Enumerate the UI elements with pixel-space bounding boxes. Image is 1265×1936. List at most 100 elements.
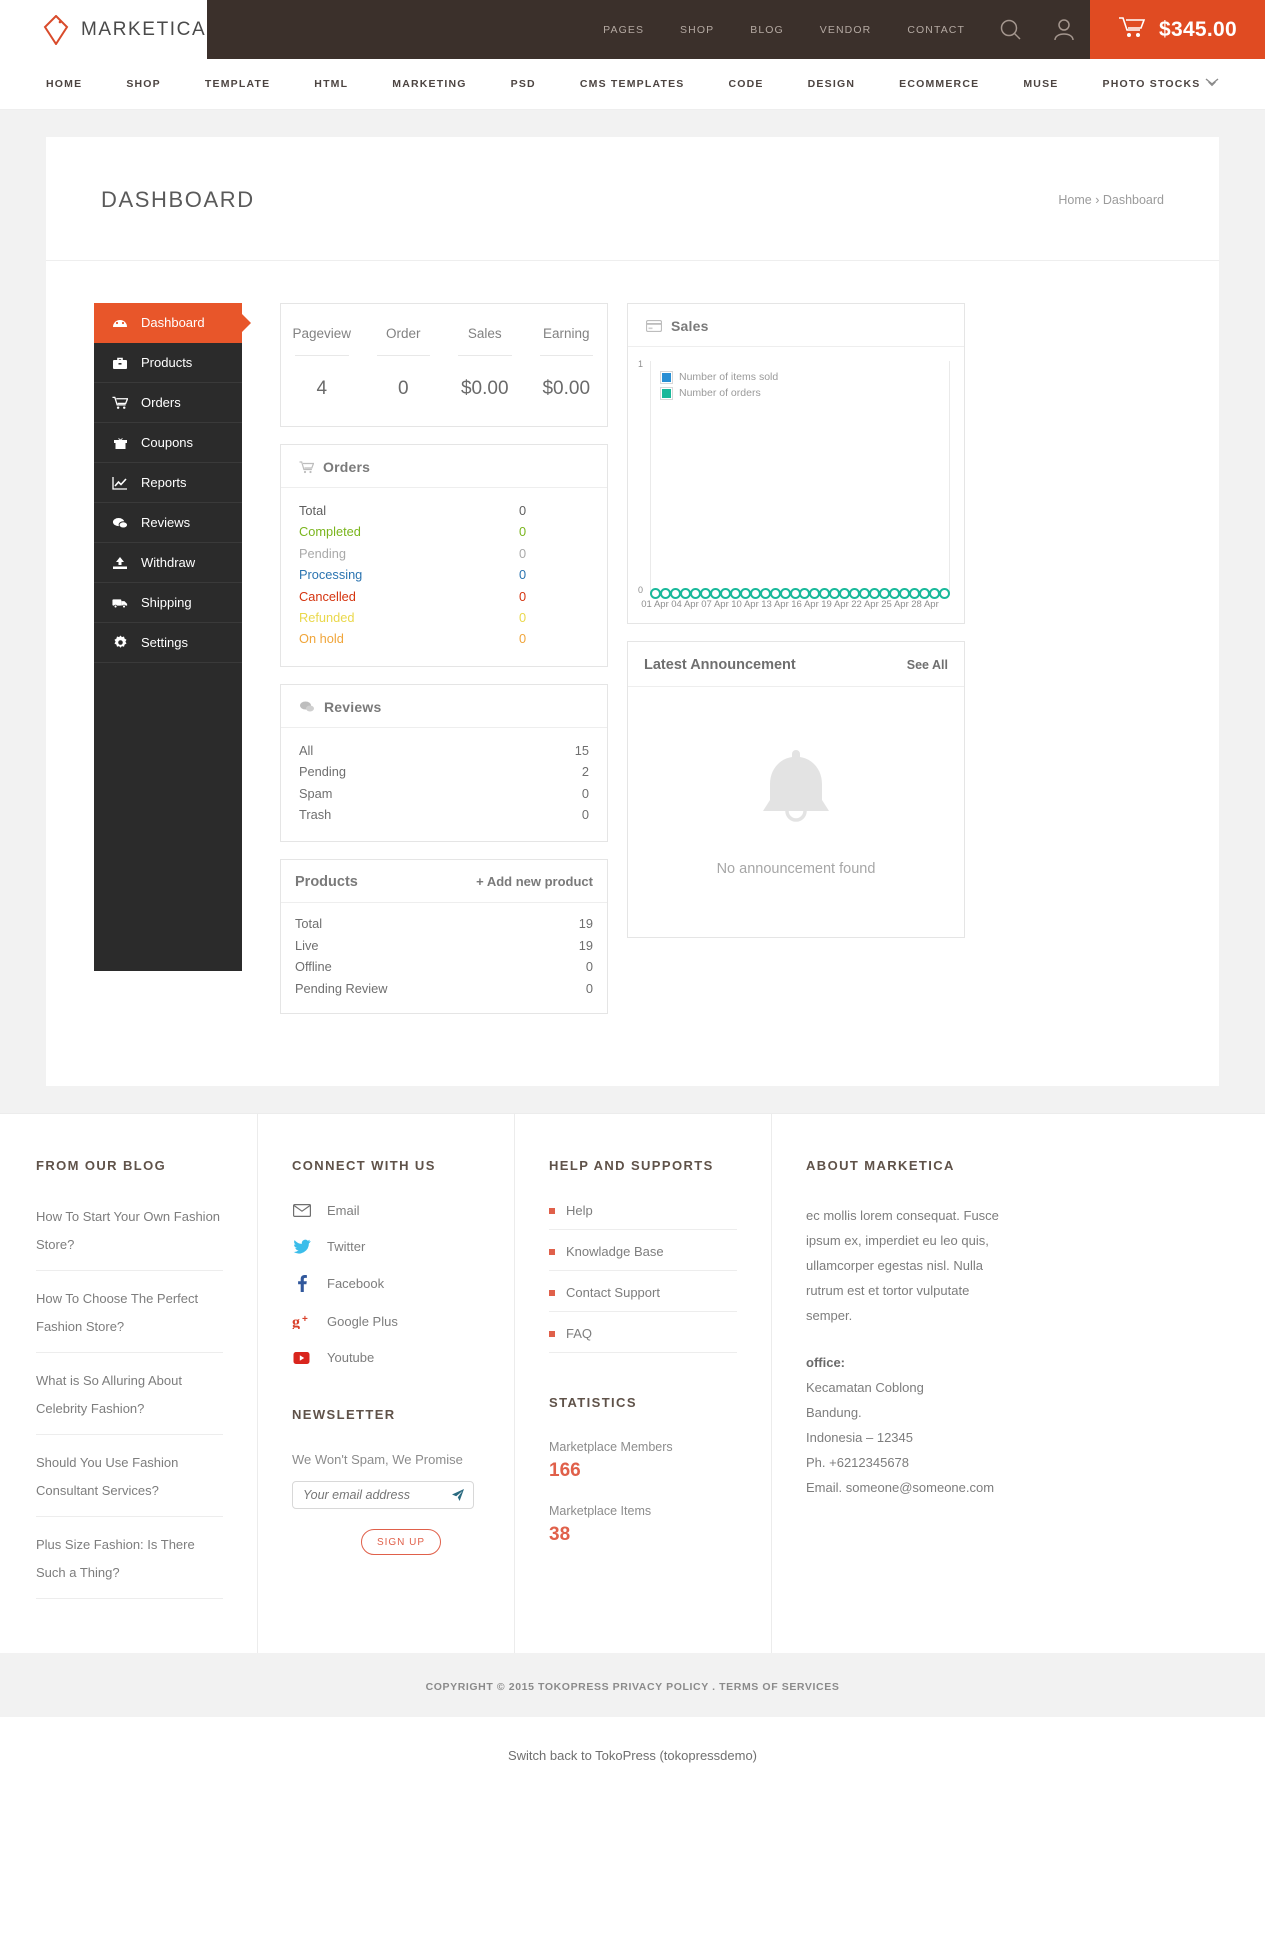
search-icon[interactable] <box>983 17 1038 42</box>
social-label: Facebook <box>327 1276 385 1292</box>
orders-row-completed[interactable]: Completed 0 <box>299 521 589 542</box>
social-link-twitter[interactable]: Twitter <box>292 1239 480 1254</box>
nav-item-psd[interactable]: PSD <box>510 78 536 90</box>
support-link-help[interactable]: Help <box>549 1203 737 1231</box>
reviews-list: All 15 Pending 2 Spam 0 Trash <box>281 728 607 842</box>
nav-item-template[interactable]: TEMPLATE <box>204 78 271 90</box>
products-row-offline[interactable]: Offline 0 <box>295 956 593 977</box>
footer-col-support: HELP AND SUPPORTS Help Knowladge Base Co… <box>515 1114 772 1654</box>
orders-row-total[interactable]: Total 0 <box>299 500 589 521</box>
social-link-email[interactable]: Email <box>292 1203 480 1218</box>
credit-card-icon <box>646 320 662 332</box>
nav-item-ecommerce[interactable]: ECOMMERCE <box>899 78 980 90</box>
newsletter-email-input[interactable] <box>303 1488 448 1503</box>
newsletter-input-wrap[interactable] <box>292 1481 474 1510</box>
row-label: Pending <box>299 545 346 561</box>
y-axis-tick-bottom: 0 <box>638 585 644 595</box>
user-icon[interactable] <box>1038 17 1090 42</box>
nav-item-design[interactable]: DESIGN <box>807 78 856 90</box>
social-link-google-plus[interactable]: g + Google Plus <box>292 1313 480 1330</box>
see-all-link[interactable]: See All <box>906 658 948 672</box>
cart-button[interactable]: $345.00 <box>1090 0 1265 59</box>
add-new-product-link[interactable]: + Add new product <box>476 874 593 890</box>
reviews-row-all[interactable]: All 15 <box>299 740 589 761</box>
divider <box>458 355 512 356</box>
sidebar-item-dashboard[interactable]: Dashboard <box>94 303 242 343</box>
top-nav-item-pages[interactable]: PAGES <box>603 23 645 36</box>
reviews-row-spam[interactable]: Spam 0 <box>299 783 589 804</box>
top-nav-item-vendor[interactable]: VENDOR <box>819 23 872 36</box>
nav-item-marketing[interactable]: MARKETING <box>392 78 467 90</box>
chevron-down-icon[interactable] <box>1205 77 1219 91</box>
blog-link[interactable]: What is So Alluring About Celebrity Fash… <box>36 1367 223 1436</box>
nav-item-photo-stocks[interactable]: PHOTO STOCKS <box>1102 78 1201 90</box>
footer-heading-connect: CONNECT WITH US <box>292 1158 436 1174</box>
row-value: 0 <box>581 807 589 823</box>
blog-link[interactable]: How To Start Your Own Fashion Store? <box>36 1203 223 1272</box>
orders-panel-title: Orders <box>323 459 371 475</box>
reviews-row-trash[interactable]: Trash 0 <box>299 804 589 825</box>
nav-item-cms-templates[interactable]: CMS TEMPLATES <box>579 78 685 90</box>
blog-link[interactable]: Plus Size Fashion: Is There Such a Thing… <box>36 1531 223 1600</box>
sidebar-item-settings[interactable]: Settings <box>94 623 242 663</box>
tag-icon <box>43 14 69 46</box>
announcement-title: Latest Announcement <box>644 657 796 673</box>
twitter-icon <box>292 1239 311 1254</box>
newsletter-note: We Won't Spam, We Promise <box>292 1452 463 1468</box>
sidebar-item-coupons[interactable]: Coupons <box>94 423 242 463</box>
row-value: 0 <box>519 545 527 561</box>
left-column: Pageview 4 Order 0 Sales $0.00 <box>280 303 608 1031</box>
nav-item-code[interactable]: CODE <box>728 78 764 90</box>
sidebar-item-withdraw[interactable]: Withdraw <box>94 543 242 583</box>
page-background: DASHBOARD Home › Dashboard Dashboard Pro… <box>0 110 1265 1114</box>
sidebar-label-shipping: Shipping <box>141 595 192 610</box>
stat-cell-sales: Sales $0.00 <box>444 326 526 400</box>
support-link-contact-support[interactable]: Contact Support <box>549 1285 737 1313</box>
row-label: Total <box>295 916 323 932</box>
sidebar-item-shipping[interactable]: Shipping <box>94 583 242 623</box>
orders-row-onhold[interactable]: On hold 0 <box>299 628 589 649</box>
top-nav-item-blog[interactable]: BLOG <box>750 23 784 36</box>
logo[interactable]: MARKETICA <box>0 0 207 59</box>
sales-chart[interactable]: 1 0 Number of items sold <box>628 347 964 623</box>
stat-value: $0.00 <box>542 378 591 399</box>
bullet-icon <box>549 1330 555 1337</box>
nav-item-html[interactable]: HTML <box>314 78 349 90</box>
sales-panel-header: Sales <box>628 304 964 347</box>
copyright-text[interactable]: COPYRIGHT © 2015 TOKOPRESS PRIVACY POLIC… <box>425 1681 840 1694</box>
support-link-knowledge-base[interactable]: Knowladge Base <box>549 1244 737 1272</box>
sidebar-item-reports[interactable]: Reports <box>94 463 242 503</box>
signup-button[interactable]: SIGN UP <box>361 1529 441 1556</box>
orders-row-pending[interactable]: Pending 0 <box>299 543 589 564</box>
blog-link[interactable]: How To Choose The Perfect Fashion Store? <box>36 1285 223 1354</box>
orders-row-processing[interactable]: Processing 0 <box>299 564 589 585</box>
products-row-live[interactable]: Live 19 <box>295 935 593 956</box>
legend-swatch <box>660 370 673 384</box>
sidebar-item-orders[interactable]: Orders <box>94 383 242 423</box>
orders-row-cancelled[interactable]: Cancelled 0 <box>299 586 589 607</box>
orders-list: Total 0 Completed 0 Pending 0 Processi <box>281 488 607 666</box>
breadcrumb[interactable]: Home › Dashboard <box>1058 193 1164 207</box>
social-link-youtube[interactable]: Youtube <box>292 1350 480 1365</box>
reviews-row-pending[interactable]: Pending 2 <box>299 761 589 782</box>
products-panel-header: Products + Add new product <box>281 860 607 904</box>
row-label: Trash <box>299 807 332 823</box>
top-nav-item-shop[interactable]: SHOP <box>680 23 715 36</box>
top-nav-item-contact[interactable]: CONTACT <box>907 23 965 36</box>
nav-item-shop[interactable]: SHOP <box>126 78 161 90</box>
sidebar-item-reviews[interactable]: Reviews <box>94 503 242 543</box>
sidebar-item-products[interactable]: Products <box>94 343 242 383</box>
footer-heading-newsletter: NEWSLETTER <box>292 1407 396 1423</box>
row-value: 0 <box>519 567 527 583</box>
orders-row-refunded[interactable]: Refunded 0 <box>299 607 589 628</box>
switch-back-text[interactable]: Switch back to TokoPress (tokopressdemo) <box>507 1748 758 1764</box>
paper-plane-icon[interactable] <box>451 1488 465 1502</box>
support-link-faq[interactable]: FAQ <box>549 1326 737 1354</box>
social-link-facebook[interactable]: Facebook <box>292 1275 480 1293</box>
nav-item-muse[interactable]: MUSE <box>1023 78 1059 90</box>
nav-item-home[interactable]: HOME <box>46 78 83 90</box>
products-row-total[interactable]: Total 19 <box>295 913 593 934</box>
blog-link[interactable]: Should You Use Fashion Consultant Servic… <box>36 1449 223 1518</box>
products-row-pending-review[interactable]: Pending Review 0 <box>295 978 593 999</box>
orders-panel: Orders Total 0 Completed 0 Pending <box>280 444 608 667</box>
